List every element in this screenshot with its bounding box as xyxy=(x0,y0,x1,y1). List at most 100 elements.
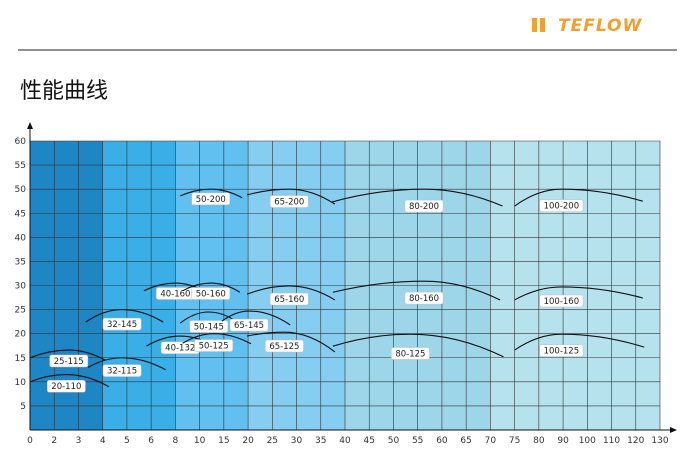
curve-name: 20-110 xyxy=(51,382,81,392)
curve-name: 100-200 xyxy=(544,202,580,212)
x-tick-label: 80 xyxy=(533,436,545,446)
label-box xyxy=(269,292,309,306)
curve-name: 80-125 xyxy=(395,349,425,359)
pump-curve xyxy=(332,280,501,301)
curve-name: 32-145 xyxy=(107,320,137,330)
logo-icon xyxy=(532,18,537,32)
curve-label: 80-160 xyxy=(404,291,444,305)
y-tick-label: 15 xyxy=(15,354,26,364)
curve-label: 32-115 xyxy=(102,364,142,377)
label-box xyxy=(539,199,584,212)
logo-icon xyxy=(540,18,545,32)
curve-name: 50-160 xyxy=(196,290,226,300)
y-tick-label: 50 xyxy=(15,185,27,195)
y-tick-label: 5 xyxy=(20,402,26,412)
curve-label: 65-145 xyxy=(229,318,269,332)
curve-name: 100-160 xyxy=(544,297,580,307)
curve-label: 80-200 xyxy=(404,199,444,213)
curve-name: 65-125 xyxy=(269,342,299,352)
x-tick-label: 3 xyxy=(76,436,82,446)
pump-curve xyxy=(221,310,291,326)
curve-name: 65-145 xyxy=(234,321,264,331)
curve-label: 80-125 xyxy=(391,347,430,360)
label-box xyxy=(404,291,444,305)
pump-curve xyxy=(514,286,643,301)
curve-label: 65-125 xyxy=(265,339,304,353)
x-tick-label: 70 xyxy=(485,436,497,446)
curve-name: 32-115 xyxy=(107,367,137,377)
pump-curve xyxy=(514,188,643,207)
pump-curve xyxy=(182,333,252,345)
y-tick-label: 40 xyxy=(15,233,27,243)
curve-name: 25-115 xyxy=(54,357,84,367)
x-tick-label: 40 xyxy=(339,436,351,446)
x-tick-label: 8 xyxy=(173,436,179,446)
y-tick-label: 45 xyxy=(15,209,26,219)
curve-label: 100-200 xyxy=(539,199,584,212)
curve-label: 20-110 xyxy=(46,379,86,393)
y-tick-label: 30 xyxy=(15,282,27,292)
label-box xyxy=(404,199,444,213)
label-box xyxy=(102,317,142,331)
curve-label: 100-160 xyxy=(539,294,584,308)
pump-curve xyxy=(331,188,503,207)
x-tick-label: 45 xyxy=(364,436,375,446)
label-box xyxy=(194,339,234,352)
x-tick-label: 130 xyxy=(651,436,668,446)
curve-label: 32-145 xyxy=(102,317,142,331)
x-tick-label: 30 xyxy=(291,436,303,446)
curve-label: 25-115 xyxy=(49,354,89,368)
curve-label: 50-145 xyxy=(189,320,229,333)
y-tick-label: 35 xyxy=(15,257,26,267)
x-tick-label: 6 xyxy=(148,436,154,446)
y-axis-arrow xyxy=(27,122,33,129)
x-tick-label: 55 xyxy=(412,436,423,446)
pump-curve xyxy=(182,282,241,293)
label-box xyxy=(229,318,269,332)
curve-label: 65-200 xyxy=(269,195,309,208)
x-axis-arrow xyxy=(670,427,677,433)
curve-label: 65-160 xyxy=(269,292,309,306)
x-tick-label: 5 xyxy=(124,436,130,446)
curve-label: 50-160 xyxy=(191,287,231,300)
curve-name: 100-125 xyxy=(544,347,580,357)
curve-name: 80-200 xyxy=(409,202,439,212)
curve-name: 50-200 xyxy=(196,195,226,205)
pump-curve xyxy=(246,188,336,205)
curve-label: 40-160 xyxy=(156,287,195,300)
curve-name: 65-200 xyxy=(274,198,304,208)
x-tick-label: 50 xyxy=(388,436,400,446)
curve-label: 40-132 xyxy=(160,341,200,354)
x-tick-label: 15 xyxy=(218,436,229,446)
curve-name: 40-132 xyxy=(165,344,195,354)
y-tick-label: 55 xyxy=(15,161,26,171)
y-tick-label: 60 xyxy=(15,137,27,147)
label-box xyxy=(539,344,584,357)
x-tick-label: 4 xyxy=(100,436,106,446)
x-tick-label: 90 xyxy=(557,436,569,446)
pump-curve xyxy=(246,285,336,301)
pump-curve xyxy=(514,333,645,351)
curve-label: 50-125 xyxy=(194,339,234,352)
x-tick-label: 25 xyxy=(267,436,278,446)
x-tick-label: 120 xyxy=(627,436,644,446)
label-box xyxy=(102,364,142,377)
label-box xyxy=(191,287,231,300)
x-tick-label: 10 xyxy=(194,436,206,446)
label-box xyxy=(191,192,231,206)
pump-curve xyxy=(29,374,110,388)
curve-label: 100-125 xyxy=(539,344,584,357)
x-tick-label: 20 xyxy=(242,436,254,446)
y-tick-label: 10 xyxy=(15,378,27,388)
curve-name: 50-125 xyxy=(199,342,229,352)
chart-title: 性能曲线 xyxy=(20,79,108,104)
pump-curve xyxy=(85,309,164,323)
x-tick-label: 60 xyxy=(436,436,448,446)
label-box xyxy=(46,379,86,393)
x-tick-label: 35 xyxy=(315,436,326,446)
curve-name: 50-145 xyxy=(194,323,224,333)
x-tick-label: 65 xyxy=(460,436,471,446)
